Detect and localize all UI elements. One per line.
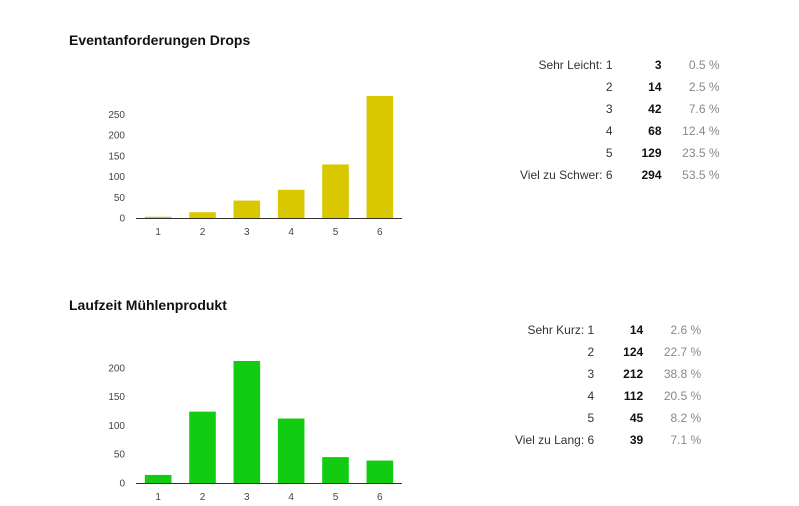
x-tick-label: 4 (288, 227, 294, 238)
x-tick-label: 1 (155, 227, 161, 238)
stats-row: 2 124 22.7 % (515, 341, 701, 363)
stats-row: 5 45 8.2 % (515, 407, 701, 429)
bar-4 (277, 189, 305, 218)
stats-count: 14 (629, 323, 644, 337)
x-tick-label: 2 (200, 227, 206, 238)
stats-label: Sehr Leicht: 1 (538, 58, 613, 72)
stats-row: 4 68 12.4 % (520, 120, 720, 142)
stats-label: Viel zu Lang: 6 (515, 433, 595, 447)
stats-count: 212 (623, 367, 644, 381)
stats-row: Viel zu Lang: 6 39 7.1 % (515, 429, 701, 451)
x-tick-label: 5 (333, 492, 339, 503)
bar-3 (233, 200, 261, 218)
stats-label: 5 (605, 146, 613, 160)
stats-count: 294 (641, 168, 662, 182)
stats-label: Sehr Kurz: 1 (527, 323, 595, 337)
bar-2 (189, 212, 216, 218)
stats-row: 4 112 20.5 % (515, 385, 701, 407)
chart-title: Laufzeit Mühlenprodukt (69, 297, 227, 313)
stats-count: 42 (648, 102, 662, 116)
bar-chart-laufzeit: 0 50 100 150 200 1 2 3 4 5 6 (108, 361, 402, 503)
x-tick-label: 6 (377, 492, 383, 503)
stats-count: 68 (648, 124, 662, 138)
stats-percent: 23.5 % (682, 146, 720, 160)
bar-6 (366, 460, 394, 483)
bar-5 (322, 164, 349, 218)
stats-label: Viel zu Schwer: 6 (520, 168, 613, 182)
stats-label: 4 (605, 124, 613, 138)
bar-6 (366, 96, 394, 218)
stats-percent: 7.6 % (688, 102, 720, 116)
stats-row: 3 42 7.6 % (520, 98, 720, 120)
stats-percent: 12.4 % (682, 124, 720, 138)
stats-percent: 7.1 % (670, 433, 702, 447)
stats-count: 124 (623, 345, 644, 359)
x-tick-label: 6 (377, 227, 383, 238)
y-tick-label: 0 (119, 479, 125, 490)
stats-table-laufzeit: Sehr Kurz: 1 14 2.6 % 2 124 22.7 % 3 212 38.8 % 4… (515, 319, 701, 451)
stats-percent: 0.5 % (688, 58, 720, 72)
x-tick-label: 2 (200, 492, 206, 503)
bar-3 (233, 361, 261, 483)
y-tick-label: 50 (114, 450, 126, 461)
stats-label: 3 (605, 102, 613, 116)
bar-1 (144, 216, 172, 218)
bar-2 (189, 411, 216, 483)
stats-count: 39 (629, 433, 644, 447)
stats-label: 3 (587, 367, 595, 381)
y-tick-label: 50 (114, 193, 126, 204)
stats-row: 2 14 2.5 % (520, 76, 720, 98)
bar-1 (144, 474, 172, 483)
stats-count: 3 (654, 58, 662, 72)
stats-percent: 38.8 % (663, 367, 702, 381)
y-tick-label: 0 (119, 214, 125, 225)
bar-chart-eventanforderungen: 0 50 100 150 200 250 1 2 3 4 5 6 (108, 96, 402, 238)
stats-row: Sehr Leicht: 1 3 0.5 % (520, 54, 720, 76)
stats-label: 5 (587, 411, 595, 425)
x-tick-label: 4 (288, 492, 294, 503)
y-tick-label: 100 (108, 172, 125, 183)
y-tick-label: 250 (108, 110, 125, 121)
y-tick-label: 200 (108, 131, 125, 142)
stats-table-eventanforderungen: Sehr Leicht: 1 3 0.5 % 2 14 2.5 % 3 42 7.6 % 4 68 1… (520, 54, 720, 186)
stats-row: 3 212 38.8 % (515, 363, 701, 385)
stats-row: Sehr Kurz: 1 14 2.6 % (515, 319, 701, 341)
stats-count: 45 (629, 411, 644, 425)
stats-percent: 22.7 % (663, 345, 702, 359)
stats-row: 5 129 23.5 % (520, 142, 720, 164)
bar-4 (277, 418, 305, 483)
stats-percent: 2.5 % (688, 80, 720, 94)
stats-percent: 8.2 % (670, 411, 702, 425)
x-tick-label: 3 (244, 227, 250, 238)
stats-count: 14 (648, 80, 662, 94)
stats-percent: 53.5 % (682, 168, 720, 182)
stats-count: 129 (641, 146, 662, 160)
x-tick-label: 3 (244, 492, 250, 503)
stats-count: 112 (623, 389, 644, 403)
x-tick-label: 5 (333, 227, 339, 238)
chart-title: Eventanforderungen Drops (69, 32, 251, 48)
y-tick-label: 100 (108, 421, 125, 432)
x-tick-label: 1 (155, 492, 161, 503)
y-tick-label: 150 (108, 392, 125, 403)
y-tick-label: 150 (108, 151, 125, 162)
stats-percent: 2.6 % (670, 323, 702, 337)
stats-percent: 20.5 % (663, 389, 702, 403)
stats-label: 2 (605, 80, 613, 94)
stats-label: 2 (587, 345, 595, 359)
y-tick-label: 200 (108, 363, 125, 374)
stats-row: Viel zu Schwer: 6 294 53.5 % (520, 164, 720, 186)
stats-label: 4 (587, 389, 595, 403)
bar-5 (322, 457, 349, 483)
